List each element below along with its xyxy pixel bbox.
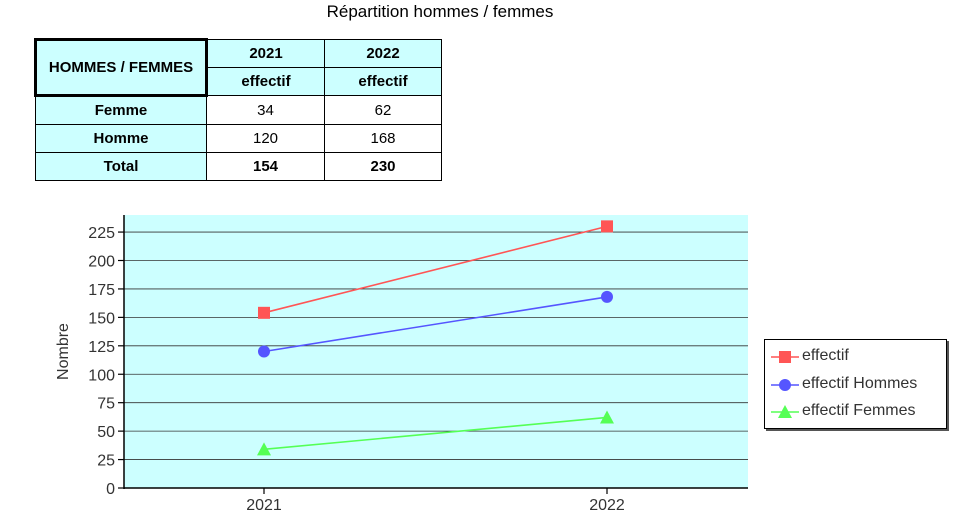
legend-square-marker-icon	[771, 351, 799, 363]
legend-item: effectif Hommes	[765, 374, 946, 396]
table-cell: 34	[206, 95, 325, 125]
y-tick-label: 75	[97, 396, 115, 413]
series-line	[263, 296, 608, 353]
y-axis-label: Nombre	[55, 323, 72, 380]
table-sub-header: effectif	[206, 67, 325, 96]
table-row: Total 154 230	[35, 152, 442, 181]
page-title: Répartition hommes / femmes	[326, 2, 554, 21]
table-corner-header: HOMMES / FEMMES	[34, 38, 208, 97]
data-point-circle	[258, 345, 270, 358]
y-tick-label: 225	[88, 225, 115, 242]
y-tick-label: 25	[97, 453, 115, 470]
y-tick-label: 175	[88, 282, 115, 299]
data-point-triangle	[257, 442, 271, 456]
table-cell: 154	[206, 152, 325, 181]
y-tick-label: 200	[88, 254, 115, 271]
y-tick-label: 125	[88, 339, 115, 356]
row-label: Homme	[35, 124, 207, 153]
table-cell: 120	[206, 124, 325, 153]
y-tick-label: 0	[106, 481, 115, 498]
legend-label: effectif	[802, 347, 849, 364]
series-line	[263, 416, 608, 451]
y-tick-label: 50	[97, 424, 115, 441]
x-tick-label: 2022	[589, 497, 625, 514]
legend-label: effectif Femmes	[802, 402, 916, 419]
table-sub-header: effectif	[324, 67, 442, 96]
row-label: Total	[35, 152, 207, 181]
legend-circle-marker-icon	[771, 379, 799, 391]
table-cell: 168	[324, 124, 442, 153]
table-row: Homme 120 168	[35, 124, 442, 153]
legend-label: effectif Hommes	[802, 375, 918, 392]
chart-legend: effectif effectif Hommes effectif Femmes	[764, 339, 947, 429]
table-year-header: 2021	[206, 39, 325, 68]
row-label: Femme	[35, 95, 207, 125]
legend-item: effectif	[765, 346, 946, 368]
legend-triangle-marker-icon	[771, 405, 799, 418]
plot-area	[124, 215, 748, 488]
x-tick-label: 2021	[246, 497, 282, 514]
legend-item: effectif Femmes	[765, 401, 946, 423]
data-point-square	[258, 306, 270, 319]
series-line	[263, 225, 608, 314]
line-chart: 0 25 50 75 100 125 150 175 200 225 2021 2022 Nombre	[55, 215, 748, 514]
table-cell: 62	[324, 95, 442, 125]
data-point-circle	[601, 290, 613, 303]
table-row: Femme 34 62	[35, 95, 442, 125]
data-point-square	[601, 220, 613, 233]
y-tick-label: 150	[88, 310, 115, 327]
stats-table: HOMMES / FEMMES 2021 2022 effectif effec…	[34, 38, 442, 181]
table-year-header: 2022	[324, 39, 442, 68]
data-point-triangle	[600, 410, 614, 424]
y-tick-label: 100	[88, 367, 115, 384]
table-cell: 230	[324, 152, 442, 181]
